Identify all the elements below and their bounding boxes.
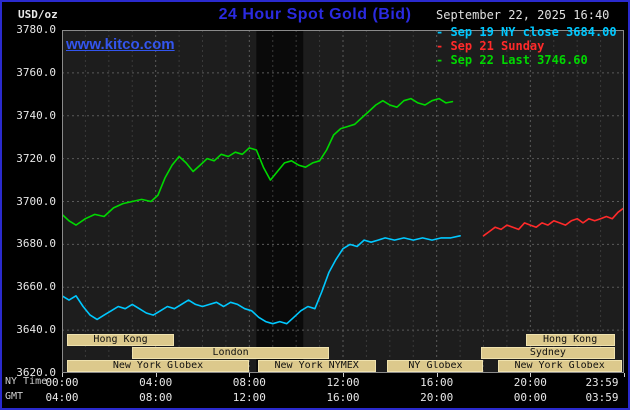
- y-axis-label: 3620.0: [16, 366, 56, 379]
- series-line-sep-19-ny-close: [61, 235, 461, 325]
- y-axis-units-label: USD/oz: [18, 8, 58, 21]
- series-line-sep-21-sunday: [482, 207, 625, 237]
- x-axis-label-gmt: 00:00: [513, 391, 547, 404]
- legend-item: - Sep 21 Sunday: [436, 39, 545, 53]
- x-axis-tickmark: [343, 373, 344, 377]
- x-axis-label-gmt: 16:00: [326, 391, 360, 404]
- session-box-new-york-globex: New York Globex: [66, 360, 250, 372]
- x-axis-label-ny: 20:00: [513, 376, 547, 389]
- x-axis-label-gmt: 04:00: [45, 391, 79, 404]
- x-axis-label-gmt: 20:00: [420, 391, 454, 404]
- x-axis-tickmark: [624, 373, 625, 377]
- kitco-watermark-link[interactable]: www.kitco.com: [66, 36, 175, 53]
- x-axis-label-ny: 16:00: [420, 376, 454, 389]
- x-axis-label-ny: 23:59: [585, 376, 619, 389]
- y-axis-label: 3760.0: [16, 65, 56, 79]
- session-box-sydney: Sydney: [481, 347, 615, 359]
- y-axis-label: 3660.0: [16, 280, 56, 294]
- session-box-new-york-globex: New York Globex: [497, 360, 622, 372]
- x-axis-label-ny: 08:00: [232, 376, 266, 389]
- chart-title: 24 Hour Spot Gold (Bid): [218, 6, 412, 23]
- legend-item: - Sep 22 Last 3746.60: [436, 53, 588, 67]
- x-axis-label-gmt: 03:59: [585, 391, 619, 404]
- series-line-sep-22-last: [61, 97, 454, 226]
- x-axis-tickmark: [62, 373, 63, 377]
- gmt-axis-caption: GMT: [5, 391, 24, 402]
- chart-legend: - Sep 19 NY close 3684.00- Sep 21 Sunday…: [436, 25, 617, 67]
- x-axis-tickmark: [155, 373, 157, 377]
- plot-area: [61, 30, 625, 373]
- x-axis-tickmark: [249, 373, 251, 377]
- session-box-ny-globex: NY Globex: [387, 360, 484, 372]
- session-box-new-york-nymex: New York NYMEX: [257, 360, 376, 372]
- session-box-hong-kong: Hong Kong: [66, 334, 175, 346]
- y-axis-label: 3780.0: [16, 23, 56, 36]
- session-box-hong-kong: Hong Kong: [525, 334, 615, 346]
- x-axis-label-gmt: 12:00: [232, 391, 266, 404]
- y-axis-label: 3640.0: [16, 323, 56, 337]
- x-axis-label-gmt: 08:00: [139, 391, 173, 404]
- x-axis-label-ny: 04:00: [139, 376, 173, 389]
- x-axis-label-ny: 12:00: [326, 376, 360, 389]
- x-axis-label-ny: 00:00: [45, 376, 79, 389]
- plot-frame: [62, 30, 624, 373]
- y-axis-label: 3700.0: [16, 194, 56, 208]
- legend-item: - Sep 19 NY close 3684.00: [436, 25, 617, 39]
- ny-time-axis-caption: NY Time: [5, 376, 48, 387]
- session-box-london: London: [132, 347, 329, 359]
- x-axis-tickmark: [436, 373, 438, 377]
- price-line-chart: [61, 30, 625, 373]
- x-axis-tickmark: [530, 373, 532, 377]
- y-axis-label: 3720.0: [16, 151, 56, 165]
- y-axis-label: 3680.0: [16, 237, 56, 251]
- y-axis-label: 3740.0: [16, 108, 56, 122]
- chart-datetime: September 22, 2025 16:40: [436, 8, 610, 22]
